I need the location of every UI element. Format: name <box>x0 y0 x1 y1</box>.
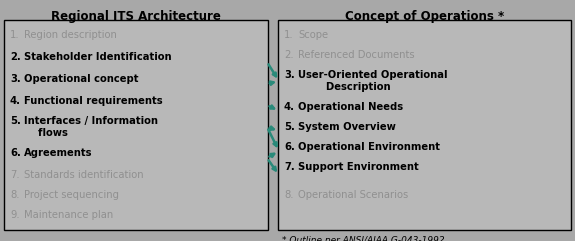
Text: 3.: 3. <box>284 70 295 80</box>
Text: Referenced Documents: Referenced Documents <box>298 50 415 60</box>
Text: 2.: 2. <box>10 52 21 62</box>
Text: 1.: 1. <box>10 30 20 40</box>
Text: Operational Needs: Operational Needs <box>298 102 403 112</box>
FancyBboxPatch shape <box>278 20 571 230</box>
Text: 5.: 5. <box>10 116 21 126</box>
Text: Concept of Operations *: Concept of Operations * <box>345 10 504 23</box>
Text: flows: flows <box>24 128 68 138</box>
Text: 6.: 6. <box>10 148 21 158</box>
Text: Regional ITS Architecture: Regional ITS Architecture <box>51 10 221 23</box>
FancyBboxPatch shape <box>4 20 268 230</box>
Text: 4.: 4. <box>10 96 21 106</box>
Text: Operational Scenarios: Operational Scenarios <box>298 190 408 200</box>
Text: Project sequencing: Project sequencing <box>24 190 119 200</box>
Text: Operational Environment: Operational Environment <box>298 142 440 152</box>
Text: * Outline per ANSI/AIAA G-043-1992: * Outline per ANSI/AIAA G-043-1992 <box>282 236 444 241</box>
Text: 7.: 7. <box>284 162 295 172</box>
Text: 6.: 6. <box>284 142 295 152</box>
Text: Scope: Scope <box>298 30 328 40</box>
Text: Maintenance plan: Maintenance plan <box>24 210 113 220</box>
Text: 8.: 8. <box>10 190 20 200</box>
Text: 8.: 8. <box>284 190 293 200</box>
Text: 7.: 7. <box>10 170 20 180</box>
Text: Stakeholder Identification: Stakeholder Identification <box>24 52 171 62</box>
Text: 9.: 9. <box>10 210 20 220</box>
Text: Standards identification: Standards identification <box>24 170 144 180</box>
Text: Agreements: Agreements <box>24 148 93 158</box>
Text: System Overview: System Overview <box>298 122 396 132</box>
Text: 4.: 4. <box>284 102 295 112</box>
Text: Functional requirements: Functional requirements <box>24 96 163 106</box>
Text: Support Environment: Support Environment <box>298 162 419 172</box>
Text: 2.: 2. <box>284 50 294 60</box>
Text: User-Oriented Operational: User-Oriented Operational <box>298 70 447 80</box>
Text: 3.: 3. <box>10 74 21 84</box>
Text: Description: Description <box>298 82 390 92</box>
Text: Operational concept: Operational concept <box>24 74 139 84</box>
Text: Interfaces / Information: Interfaces / Information <box>24 116 158 126</box>
Text: Region description: Region description <box>24 30 117 40</box>
Text: 5.: 5. <box>284 122 295 132</box>
Text: 1.: 1. <box>284 30 294 40</box>
